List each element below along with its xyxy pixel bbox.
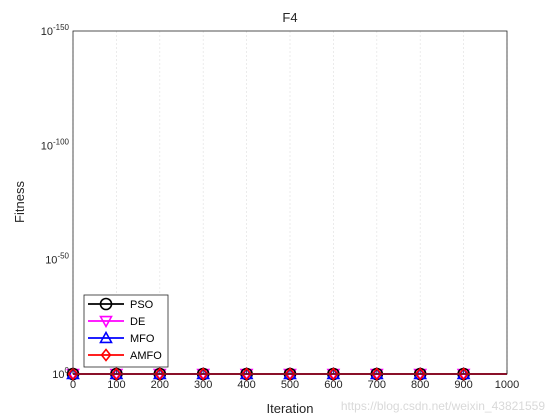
series-amfo-point bbox=[414, 367, 426, 381]
legend-entry-amfo: AMFO bbox=[88, 348, 162, 362]
y-tick-exponent: -50 bbox=[57, 252, 69, 261]
x-tick-label: 800 bbox=[411, 379, 429, 391]
legend-label-pso: PSO bbox=[130, 299, 154, 311]
series-amfo-point bbox=[458, 367, 470, 381]
y-tick-label: 10-150 bbox=[41, 23, 70, 38]
legend-marker-amfo bbox=[100, 348, 112, 362]
x-axis-title: Iteration bbox=[267, 401, 314, 416]
y-tick-exponent: -100 bbox=[53, 137, 70, 146]
chart-title: F4 bbox=[282, 10, 297, 25]
x-tick-label: 1000 bbox=[495, 379, 519, 391]
x-tick-label: 900 bbox=[454, 379, 472, 391]
series-amfo-point bbox=[154, 367, 166, 381]
legend: PSO DE MFO AMFO bbox=[83, 294, 169, 368]
y-tick-exponent: -150 bbox=[53, 23, 70, 32]
y-tick-base: 10 bbox=[52, 369, 64, 381]
x-tick-label: 500 bbox=[281, 379, 299, 391]
y-tick-base: 10 bbox=[41, 140, 53, 152]
series-amfo-point bbox=[110, 367, 122, 381]
series-amfo-point bbox=[241, 367, 253, 381]
legend-entry-mfo: MFO bbox=[88, 330, 155, 345]
legend-entry-pso: PSO bbox=[88, 297, 154, 311]
series-amfo-point bbox=[197, 367, 209, 381]
y-axis-title: Fitness bbox=[12, 181, 27, 223]
series-amfo-point bbox=[371, 367, 383, 381]
x-tick-label: 0 bbox=[70, 379, 76, 391]
x-tick-label: 600 bbox=[324, 379, 342, 391]
x-tick-label: 100 bbox=[107, 379, 125, 391]
x-tick-label: 300 bbox=[194, 379, 212, 391]
watermark: https://blog.csdn.net/weixin_43821559 bbox=[341, 399, 545, 413]
series-amfo-point bbox=[67, 367, 79, 381]
y-tick-label: 10-100 bbox=[41, 137, 70, 152]
x-tick-label: 700 bbox=[368, 379, 386, 391]
series-amfo-point bbox=[327, 367, 339, 381]
legend-label-mfo: MFO bbox=[130, 333, 155, 345]
tick-labels: 0 100 200 300 400 500 600 700 800 900 100010010-50… bbox=[41, 23, 520, 391]
series-amfo-point bbox=[284, 367, 296, 381]
y-tick-base: 10 bbox=[41, 26, 53, 38]
axis-ticks bbox=[72, 370, 508, 374]
legend-label-de: DE bbox=[130, 316, 145, 328]
y-tick-label: 10-50 bbox=[45, 252, 69, 267]
legend-marker-pso bbox=[99, 297, 113, 311]
legend-label-amfo: AMFO bbox=[130, 350, 162, 362]
legend-marker-mfo bbox=[99, 330, 113, 344]
legend-marker-de bbox=[99, 315, 113, 329]
y-tick-exponent: 0 bbox=[65, 366, 70, 375]
x-tick-label: 200 bbox=[151, 379, 169, 391]
legend-entry-de: DE bbox=[88, 315, 145, 329]
y-tick-label: 100 bbox=[52, 366, 69, 381]
x-tick-label: 400 bbox=[237, 379, 255, 391]
y-tick-base: 10 bbox=[45, 255, 57, 267]
